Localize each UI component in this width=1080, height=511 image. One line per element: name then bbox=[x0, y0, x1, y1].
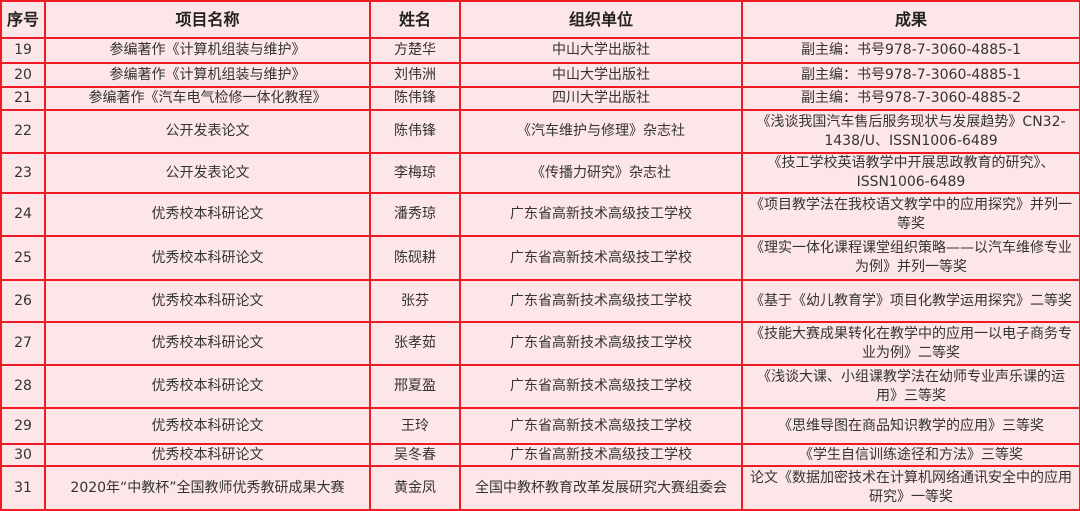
table-row: 21 参编著作《汽车电气检修一体化教程》 陈伟锋 四川大学出版社 副主编：书号978-7… bbox=[0, 86, 1080, 111]
cell-seq: 19 bbox=[0, 37, 46, 64]
cell-result: 副主编：书号978-7-3060-4885-1 bbox=[741, 37, 1080, 64]
cell-name: 张芬 bbox=[369, 279, 461, 323]
cell-name: 陈砚耕 bbox=[369, 235, 461, 281]
cell-name: 吴冬春 bbox=[369, 443, 461, 467]
table-row: 19 参编著作《计算机组装与维护》 方楚华 中山大学出版社 副主编：书号978-7-30… bbox=[0, 37, 1080, 64]
cell-project: 参编著作《计算机组装与维护》 bbox=[44, 62, 371, 88]
header-result: 成果 bbox=[741, 0, 1080, 39]
cell-org: 《汽车维护与修理》杂志社 bbox=[459, 109, 743, 154]
header-seq: 序号 bbox=[0, 0, 46, 39]
cell-seq: 22 bbox=[0, 109, 46, 154]
table-row: 27 优秀校本科研论文 张孝茹 广东省高新技术高级技工学校 《技能大赛成果转化在教学中的… bbox=[0, 321, 1080, 366]
cell-result: 《学生自信训练途径和方法》三等奖 bbox=[741, 443, 1080, 467]
cell-project: 优秀校本科研论文 bbox=[44, 235, 371, 281]
cell-org: 广东省高新技术高级技工学校 bbox=[459, 279, 743, 323]
cell-project: 优秀校本科研论文 bbox=[44, 192, 371, 237]
table-row: 28 优秀校本科研论文 邢夏盈 广东省高新技术高级技工学校 《浅谈大课、小组课教学法在幼… bbox=[0, 364, 1080, 409]
cell-project: 优秀校本科研论文 bbox=[44, 321, 371, 366]
header-project: 项目名称 bbox=[44, 0, 371, 39]
cell-result: 《思维导图在商品知识教学的应用》三等奖 bbox=[741, 407, 1080, 445]
cell-result: 《基于《幼儿教育学》项目化教学运用探究》二等奖 bbox=[741, 279, 1080, 323]
cell-result: 副主编：书号978-7-3060-4885-2 bbox=[741, 86, 1080, 111]
cell-project: 优秀校本科研论文 bbox=[44, 407, 371, 445]
cell-org: 广东省高新技术高级技工学校 bbox=[459, 235, 743, 281]
table-row: 30 优秀校本科研论文 吴冬春 广东省高新技术高级技工学校 《学生自信训练途径和方法》三… bbox=[0, 443, 1080, 467]
cell-name: 刘伟洲 bbox=[369, 62, 461, 88]
cell-seq: 23 bbox=[0, 152, 46, 194]
header-row: 序号 项目名称 姓名 组织单位 成果 bbox=[0, 0, 1080, 39]
header-name: 姓名 bbox=[369, 0, 461, 39]
cell-org: 广东省高新技术高级技工学校 bbox=[459, 407, 743, 445]
cell-org: 四川大学出版社 bbox=[459, 86, 743, 111]
cell-result: 副主编：书号978-7-3060-4885-1 bbox=[741, 62, 1080, 88]
cell-name: 王玲 bbox=[369, 407, 461, 445]
table-row: 29 优秀校本科研论文 王玲 广东省高新技术高级技工学校 《思维导图在商品知识教学的应用… bbox=[0, 407, 1080, 445]
cell-org: 全国中教杯教育改革发展研究大赛组委会 bbox=[459, 465, 743, 511]
cell-seq: 21 bbox=[0, 86, 46, 111]
cell-org: 广东省高新技术高级技工学校 bbox=[459, 443, 743, 467]
cell-result: 《技工学校英语教学中开展思政教育的研究》、ISSN1006-6489 bbox=[741, 152, 1080, 194]
cell-seq: 29 bbox=[0, 407, 46, 445]
cell-seq: 28 bbox=[0, 364, 46, 409]
cell-org: 中山大学出版社 bbox=[459, 37, 743, 64]
cell-project: 优秀校本科研论文 bbox=[44, 443, 371, 467]
cell-project: 公开发表论文 bbox=[44, 152, 371, 194]
cell-seq: 31 bbox=[0, 465, 46, 511]
cell-result: 《浅谈我国汽车售后服务现状与发展趋势》CN32-1438/U、ISSN1006-… bbox=[741, 109, 1080, 154]
cell-org: 广东省高新技术高级技工学校 bbox=[459, 364, 743, 409]
cell-name: 陈伟锋 bbox=[369, 109, 461, 154]
cell-seq: 24 bbox=[0, 192, 46, 237]
table-row: 20 参编著作《计算机组装与维护》 刘伟洲 中山大学出版社 副主编：书号978-7-30… bbox=[0, 62, 1080, 88]
cell-result: 《理实一体化课程课堂组织策略——以汽车维修专业为例》并列一等奖 bbox=[741, 235, 1080, 281]
cell-seq: 27 bbox=[0, 321, 46, 366]
cell-name: 黄金凤 bbox=[369, 465, 461, 511]
cell-org: 中山大学出版社 bbox=[459, 62, 743, 88]
cell-name: 陈伟锋 bbox=[369, 86, 461, 111]
cell-seq: 26 bbox=[0, 279, 46, 323]
cell-seq: 20 bbox=[0, 62, 46, 88]
table-row: 22 公开发表论文 陈伟锋 《汽车维护与修理》杂志社 《浅谈我国汽车售后服务现状与发展趋… bbox=[0, 109, 1080, 154]
table-row: 31 2020年“中教杯”全国教师优秀教研成果大赛 黄金凤 全国中教杯教育改革发展研究… bbox=[0, 465, 1080, 511]
cell-result: 《技能大赛成果转化在教学中的应用一以电子商务专业为例》二等奖 bbox=[741, 321, 1080, 366]
cell-result: 《项目教学法在我校语文教学中的应用探究》并列一等奖 bbox=[741, 192, 1080, 237]
cell-org: 广东省高新技术高级技工学校 bbox=[459, 321, 743, 366]
table-row: 24 优秀校本科研论文 潘秀琼 广东省高新技术高级技工学校 《项目教学法在我校语文教学中… bbox=[0, 192, 1080, 237]
cell-project: 参编著作《计算机组装与维护》 bbox=[44, 37, 371, 64]
cell-seq: 25 bbox=[0, 235, 46, 281]
cell-name: 李梅琼 bbox=[369, 152, 461, 194]
cell-result: 论文《数据加密技术在计算机网络通讯安全中的应用研究》一等奖 bbox=[741, 465, 1080, 511]
cell-org: 《传播力研究》杂志社 bbox=[459, 152, 743, 194]
cell-project: 2020年“中教杯”全国教师优秀教研成果大赛 bbox=[44, 465, 371, 511]
cell-project: 参编著作《汽车电气检修一体化教程》 bbox=[44, 86, 371, 111]
table-row: 23 公开发表论文 李梅琼 《传播力研究》杂志社 《技工学校英语教学中开展思政教育的研究… bbox=[0, 152, 1080, 194]
cell-name: 方楚华 bbox=[369, 37, 461, 64]
header-org: 组织单位 bbox=[459, 0, 743, 39]
cell-project: 公开发表论文 bbox=[44, 109, 371, 154]
cell-seq: 30 bbox=[0, 443, 46, 467]
cell-project: 优秀校本科研论文 bbox=[44, 364, 371, 409]
cell-name: 潘秀琼 bbox=[369, 192, 461, 237]
cell-result: 《浅谈大课、小组课教学法在幼师专业声乐课的运用》三等奖 bbox=[741, 364, 1080, 409]
cell-name: 张孝茹 bbox=[369, 321, 461, 366]
cell-org: 广东省高新技术高级技工学校 bbox=[459, 192, 743, 237]
cell-project: 优秀校本科研论文 bbox=[44, 279, 371, 323]
table-row: 26 优秀校本科研论文 张芬 广东省高新技术高级技工学校 《基于《幼儿教育学》项目化教学… bbox=[0, 279, 1080, 323]
table-row: 25 优秀校本科研论文 陈砚耕 广东省高新技术高级技工学校 《理实一体化课程课堂组织策略… bbox=[0, 235, 1080, 281]
cell-name: 邢夏盈 bbox=[369, 364, 461, 409]
